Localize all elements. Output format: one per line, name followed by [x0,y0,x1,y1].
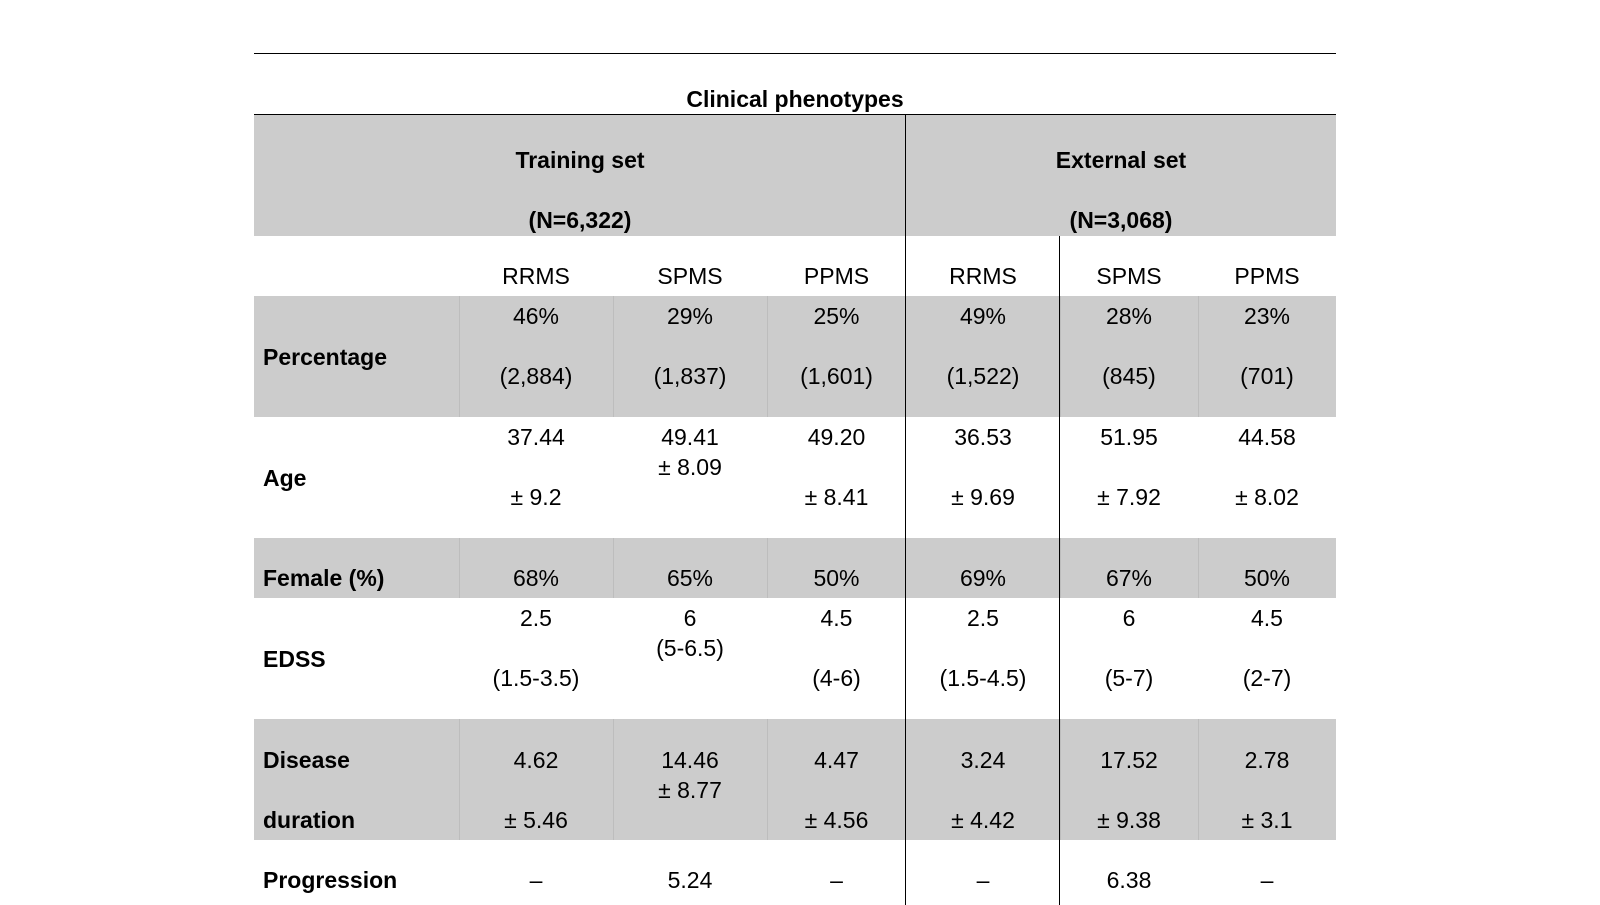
table-cell: 28% (845) [1102,303,1156,389]
row-label: Progression [263,867,398,893]
table-cell: 49.41 ± 8.09 [658,424,722,480]
row-label-line1: Disease [263,747,350,773]
group-n-training: (N=6,322) [528,207,632,233]
column-separator [459,296,460,417]
table-cell: 2.78 ± 3.1 [1241,747,1293,833]
table-row-disease-duration: Disease duration 4.62 ± 5.46 14.46 ± 8.77 … [254,719,1336,840]
table-cell: 3.24 ± 4.42 [951,747,1015,833]
subgroup-divider-line [1059,236,1060,905]
top-rule [254,53,1336,54]
table-row-percentage: Percentage 46% (2,884) 29% (1,837) 25% (1,6… [254,296,1336,417]
column-separator [613,719,614,840]
row-label: Percentage [263,344,388,370]
table-cell: 44.58 ± 8.02 [1235,424,1299,510]
table-cell: 50% [813,565,860,591]
subtype-label: RRMS [949,263,1017,289]
table-row-edss: EDSS 2.5 (1.5-3.5) 6 (5-6.5) 4.5 (4-6) 2.5(… [254,598,1336,719]
group-name-training: Training set [515,147,645,173]
row-label-line2: duration [263,807,355,833]
table-cell: 49% (1,522) [946,303,1020,389]
header-rule [254,114,1336,115]
table-row-age: Age 37.44 ± 9.2 49.41 ± 8.09 49.20 ± 8.41 3… [254,417,1336,538]
table-cell: 49.20 ± 8.41 [804,424,869,510]
row-label: Age [263,465,307,491]
group-name-external: External set [1055,147,1187,173]
subtype-header-row: RRMS SPMS PPMS RRMS SPMS PPMS [254,236,1336,296]
table-cell: 14.46 ± 8.77 [658,747,722,803]
subtype-label: SPMS [1096,263,1162,289]
table-row-female: Female (%) 68% 65% 50% 69% 67% 50% [254,538,1336,598]
row-label: Female (%) [263,565,385,591]
column-separator [767,296,768,417]
column-separator [613,538,614,598]
row-label: EDSS [263,646,326,672]
column-separator [1060,296,1061,417]
group-header-row: Training set (N=6,322) External set (N=3… [254,115,1336,236]
table-caption: Clinical phenotypes [686,86,904,112]
column-separator [767,719,768,840]
table-cell: 5.24 [667,867,713,893]
table-cell: 4.5 (2-7) [1242,605,1292,691]
table-cell: 68% [512,565,560,591]
table-cell: 6.38 [1106,867,1152,893]
table-cell: 2.5 (1.5-4.5) [939,605,1027,691]
table-cell: – [1260,867,1274,893]
table-cell: – [976,867,990,893]
table-cell: – [529,867,543,893]
table-cell: 4.62 ± 5.46 [504,747,568,833]
column-separator [459,719,460,840]
subtype-label: RRMS [502,263,570,289]
table-cell: 6 (5-6.5) [656,605,724,661]
table-row-progression: Progression – 5.24 – – 6.38 – [254,840,1336,900]
table-cell: 6 (5-7) [1104,605,1154,691]
table-cell: 4.5 (4-6) [812,605,861,691]
table-cell: 65% [666,565,714,591]
table-cell: 51.95 ± 7.92 [1097,424,1161,510]
table-cell: 67% [1105,565,1153,591]
table-cell: 36.53 ± 9.69 [951,424,1015,510]
column-separator [767,538,768,598]
table-cell: – [830,867,843,893]
column-separator [1198,719,1199,840]
subtype-label: PPMS [1234,263,1300,289]
group-divider-line [905,115,906,905]
table-cell: 23% (701) [1240,303,1294,389]
table-cell: 2.5 (1.5-3.5) [492,605,580,691]
subtype-label: PPMS [803,263,870,289]
table-cell: 50% [1243,565,1291,591]
column-separator [1198,538,1199,598]
table-cell: 17.52 ± 9.38 [1097,747,1161,833]
group-n-external: (N=3,068) [1069,207,1173,233]
table-cell: 4.47 ± 4.56 [804,747,869,833]
table-cell: 46% (2,884) [499,303,573,389]
column-separator [1198,296,1199,417]
table-cell: 29% (1,837) [653,303,727,389]
column-separator [1060,719,1061,840]
table-cell: 37.44 ± 9.2 [507,424,565,510]
column-separator [613,296,614,417]
column-separator [1060,538,1061,598]
subtype-label: SPMS [657,263,723,289]
table-cell: 69% [959,565,1007,591]
table-cell: 25% (1,601) [800,303,873,389]
column-separator [459,538,460,598]
